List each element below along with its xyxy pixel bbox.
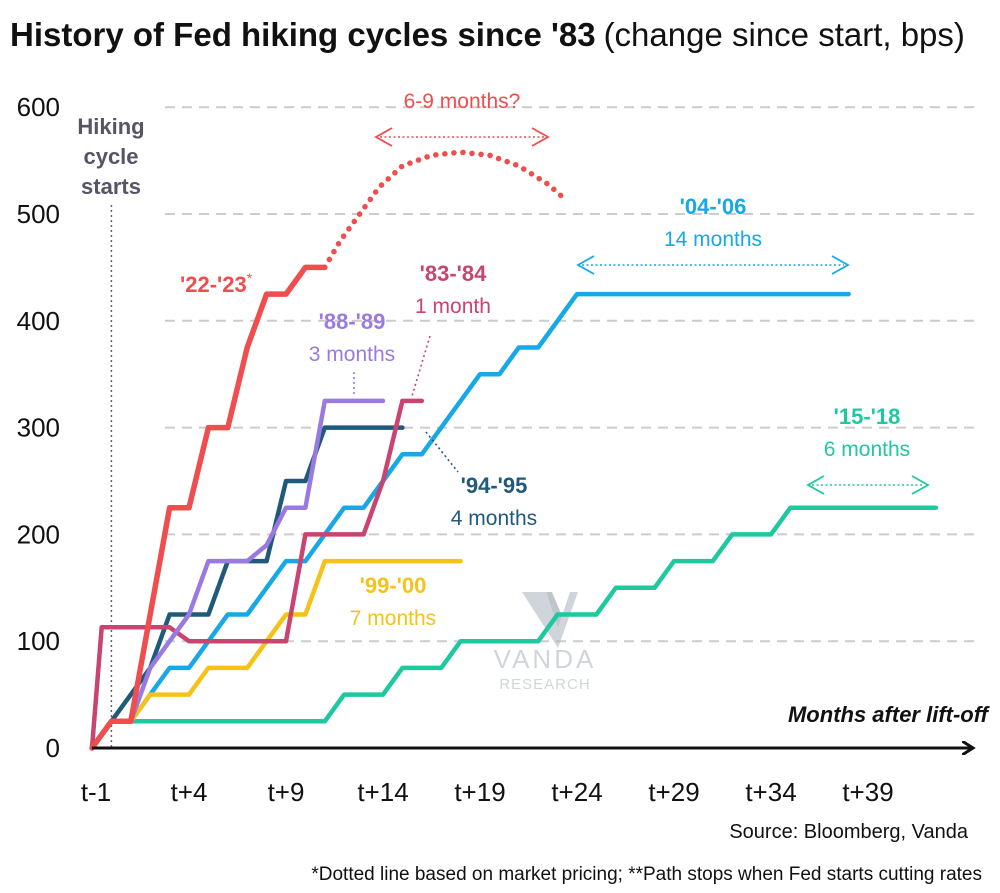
- label-9495: '94-'95: [461, 473, 528, 498]
- cycle-start-label-line: starts: [81, 174, 141, 199]
- label-2223-sup: *: [247, 270, 253, 286]
- sublabel-0406: 14 months: [664, 228, 762, 251]
- series-line-s8384: [89, 398, 425, 751]
- duration-arrow-1518: [806, 475, 930, 495]
- x-tick-label-t+24: t+24: [551, 777, 602, 807]
- forecast-arrow-head-left: [374, 127, 393, 147]
- x-tick-label-t+4: t+4: [171, 777, 208, 807]
- arrow-1518-head-left: [806, 475, 825, 495]
- chart-subtitle: (change since start, bps): [604, 16, 965, 53]
- x-tick-label-t+9: t+9: [268, 777, 305, 807]
- forecast-range-arrow: [374, 127, 550, 147]
- y-axis-ticks: 0 100 200 300 400 500 600: [17, 92, 60, 763]
- y-tick-label-200: 200: [17, 519, 60, 549]
- arrow-1518-head-right: [911, 475, 930, 495]
- y-tick-label-100: 100: [17, 626, 60, 656]
- y-tick-label-500: 500: [17, 199, 60, 229]
- vanda-watermark-logo: VANDA RESEARCH: [494, 592, 597, 693]
- footnote-text: *Dotted line based on market pricing; **…: [311, 864, 982, 885]
- arrow-0406-head-right: [831, 255, 850, 275]
- cycle-start-label-line: cycle: [83, 144, 138, 169]
- vanda-v-shape-icon: [522, 592, 578, 648]
- x-tick-label-t-1: t-1: [81, 777, 111, 807]
- sublabel-8384: 1 month: [415, 295, 491, 318]
- label-2223: '22-'23*: [180, 270, 253, 297]
- y-tick-label-0: 0: [46, 733, 60, 763]
- leader-9495: [425, 431, 459, 473]
- label-0406: '04-'06: [680, 194, 747, 219]
- arrow-0406-head-left: [576, 255, 595, 275]
- sublabel-9495: 4 months: [451, 507, 537, 530]
- forecast-arrow-head-right: [531, 127, 550, 147]
- watermark-sub: RESEARCH: [499, 676, 590, 693]
- sublabel-1518: 6 months: [824, 438, 910, 461]
- chart-title: History of Fed hiking cycles since '83: [10, 16, 596, 53]
- sublabel-9900: 7 months: [350, 607, 436, 630]
- y-tick-label-600: 600: [17, 92, 60, 122]
- x-axis-ticks: t-1 t+4 t+9 t+14 t+19 t+24 t+29 t+34 t+39: [81, 777, 894, 807]
- x-tick-label-t+34: t+34: [745, 777, 796, 807]
- source-text: Source: Bloomberg, Vanda: [729, 821, 969, 843]
- x-tick-label-t+29: t+29: [648, 777, 699, 807]
- vanda-v-accent-icon: [546, 592, 562, 628]
- series-line-s2223: [89, 264, 328, 751]
- label-2223-name: '22-'23: [180, 272, 247, 297]
- duration-arrow-0406: [576, 255, 850, 275]
- y-tick-label-300: 300: [17, 413, 60, 443]
- series-layer: [89, 149, 939, 751]
- leader-8384: [411, 335, 431, 397]
- series-forecast-line-s2223: [322, 149, 571, 271]
- cycle-start-label: Hiking cycle starts: [77, 114, 144, 199]
- label-1518: '15-'18: [834, 404, 901, 429]
- series-line-s1518: [89, 505, 939, 751]
- watermark-brand: VANDA: [494, 644, 597, 674]
- x-tick-label-t+19: t+19: [454, 777, 505, 807]
- forecast-label: 6-9 months?: [404, 90, 521, 113]
- label-9900: '99-'00: [360, 573, 427, 598]
- y-tick-label-400: 400: [17, 306, 60, 336]
- label-8889: '88-'89: [319, 309, 386, 334]
- x-tick-label-t+39: t+39: [842, 777, 893, 807]
- x-axis-title: Months after lift-off: [788, 702, 991, 727]
- series-line-s0406: [89, 291, 851, 751]
- chart-title-line: History of Fed hiking cycles since '83 (c…: [10, 16, 965, 53]
- label-8384: '83-'84: [420, 261, 487, 286]
- x-tick-label-t+14: t+14: [357, 777, 408, 807]
- sublabel-8889: 3 months: [309, 343, 395, 366]
- cycle-start-label-line: Hiking: [77, 114, 144, 139]
- annotation-layer: '22-'23* 6-9 months? '88-'89 3 months '8…: [180, 90, 930, 630]
